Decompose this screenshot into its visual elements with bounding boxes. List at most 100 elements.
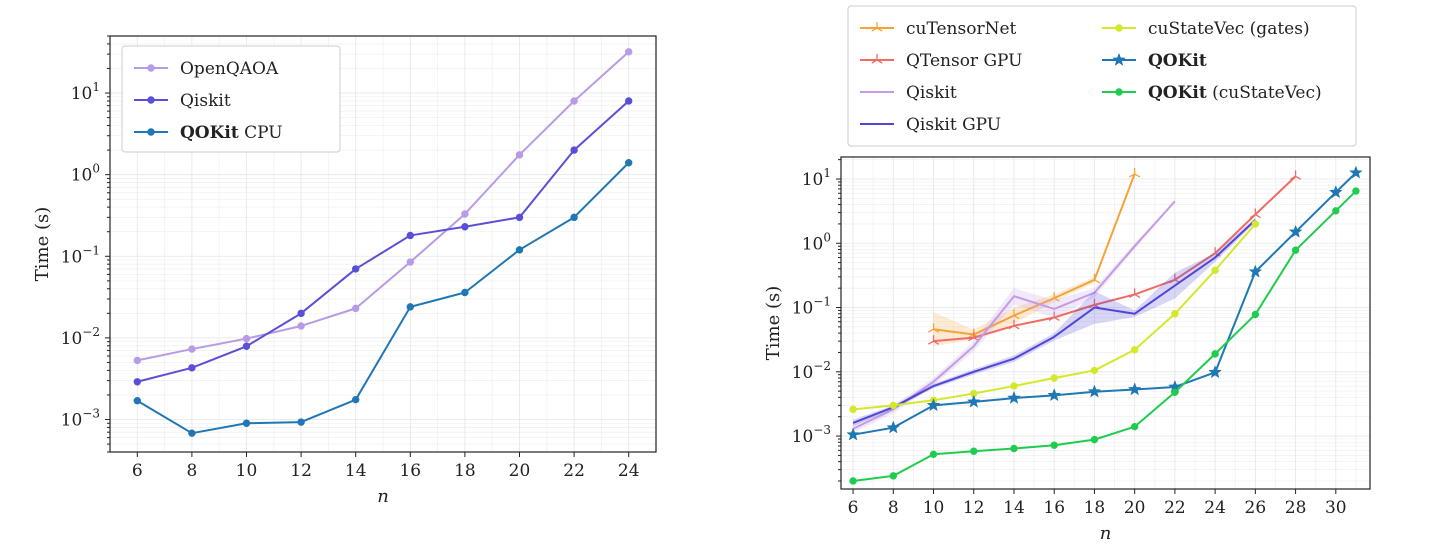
- legend-label: OpenQAOA: [180, 59, 279, 79]
- data-point: [352, 304, 360, 313]
- data-point: [1171, 310, 1179, 318]
- chart-2: 6 8 10 12 14 16 18 20 22 24 26 28 3010−310−210−11001…: [763, 5, 1371, 544]
- legend-item: Qiskit: [860, 83, 957, 103]
- y-tick-label: 10−3: [792, 423, 831, 447]
- legend-item: cuStateVec (gates): [1102, 19, 1310, 39]
- x-tick-label: 10: [236, 461, 258, 481]
- y-tick-label: 10−1: [61, 243, 100, 267]
- data-point: [1211, 266, 1219, 274]
- data-point: [1290, 170, 1302, 180]
- x-tick-label: 30: [1325, 498, 1347, 518]
- data-point: [1171, 388, 1179, 396]
- x-tick-label: 8: [186, 461, 197, 481]
- data-point: [352, 265, 360, 273]
- x-tick-label: 16: [399, 461, 421, 481]
- x-axis-label: n: [377, 486, 389, 507]
- legend-item: Qiskit GPU: [860, 115, 1001, 135]
- data-point: [1332, 207, 1340, 215]
- y-axis: 10−3 10−2 10−1 100 101: [792, 159, 841, 482]
- data-point: [242, 334, 251, 343]
- data-point: [966, 394, 981, 408]
- legend-item: QOKit (cuStateVec): [1102, 83, 1322, 103]
- data-point: [625, 97, 633, 105]
- legend-label: Qiskit GPU: [906, 115, 1001, 135]
- x-tick-label: 28: [1285, 498, 1307, 518]
- y-axis: 10−3 10−2 10−1 100 101: [61, 35, 110, 453]
- y-tick-label: 10−3: [61, 407, 100, 431]
- data-point: [461, 288, 469, 297]
- data-point: [1008, 319, 1020, 330]
- data-point: [1048, 311, 1060, 322]
- x-tick-label: 14: [345, 461, 367, 481]
- data-point: [926, 398, 941, 412]
- x-tick-label: 10: [923, 498, 945, 518]
- data-point: [297, 418, 305, 426]
- data-point: [406, 303, 414, 311]
- data-point: [133, 378, 142, 386]
- data-point: [1010, 444, 1018, 453]
- x-axis: 6 8 10 12 14 16 18 20 22 24 26 28 30: [848, 489, 1347, 518]
- data-point: [1130, 422, 1139, 431]
- data-point: [927, 335, 940, 345]
- x-tick-label: 6: [848, 498, 859, 518]
- y-axis-label: Time (s): [763, 286, 784, 361]
- data-point: [242, 342, 251, 350]
- x-axis-label: n: [1100, 523, 1112, 544]
- legend-label: QOKit: [1148, 51, 1207, 71]
- data-point: [1328, 185, 1343, 199]
- legend-label: Qiskit: [180, 91, 231, 111]
- legend-item: Qiskit: [134, 91, 231, 111]
- data-point: [188, 429, 196, 437]
- series-qokit: [846, 165, 1363, 441]
- data-point: [929, 450, 938, 459]
- data-point: [1047, 388, 1062, 402]
- series-qokit-cpu: [133, 159, 633, 437]
- data-point: [625, 48, 633, 56]
- series-line: [137, 51, 630, 362]
- data-point: [297, 322, 305, 330]
- data-point: [1088, 273, 1100, 284]
- legend-item: cuTensorNet: [860, 19, 1017, 39]
- x-tick-label: 24: [618, 461, 640, 481]
- data-point: [570, 213, 578, 222]
- data-point: [406, 231, 414, 240]
- data-point: [927, 323, 940, 333]
- series-line: [852, 172, 1357, 436]
- data-point: [461, 223, 469, 231]
- y-tick-label: 100: [71, 162, 100, 186]
- legend-label: QTensor GPU: [906, 51, 1023, 71]
- data-point: [1251, 310, 1260, 319]
- x-tick-label: 6: [132, 461, 143, 481]
- data-point: [133, 397, 142, 405]
- legend: OpenQAOA Qiskit QOKit CPU: [121, 45, 341, 153]
- data-point: [1087, 384, 1102, 398]
- data-point: [1248, 264, 1263, 278]
- data-point: [515, 151, 524, 159]
- data-point: [1010, 382, 1018, 390]
- data-point: [1050, 374, 1058, 382]
- legend-marker: [1115, 88, 1123, 96]
- plot-frame: [840, 156, 1371, 490]
- data-point: [1129, 288, 1141, 298]
- legend-marker: [147, 96, 155, 104]
- data-point: [570, 97, 578, 105]
- data-point: [1251, 220, 1260, 228]
- data-point: [570, 146, 578, 154]
- data-point: [849, 477, 857, 485]
- data-point: [188, 364, 196, 372]
- data-point: [1127, 382, 1142, 396]
- data-point: [1129, 167, 1141, 178]
- data-point: [1008, 309, 1020, 320]
- data-point: [849, 405, 857, 414]
- series-custatevec-gates-: [849, 220, 1260, 414]
- legend-marker: [147, 64, 155, 72]
- data-point: [188, 345, 196, 353]
- data-point: [846, 427, 860, 441]
- legend-label: Qiskit: [906, 83, 957, 103]
- plot-frame: [109, 35, 657, 453]
- legend-box: [847, 5, 1357, 147]
- data-point: [886, 420, 901, 434]
- data-point: [625, 159, 633, 167]
- data-point: [970, 447, 978, 455]
- legend-box: [121, 45, 341, 153]
